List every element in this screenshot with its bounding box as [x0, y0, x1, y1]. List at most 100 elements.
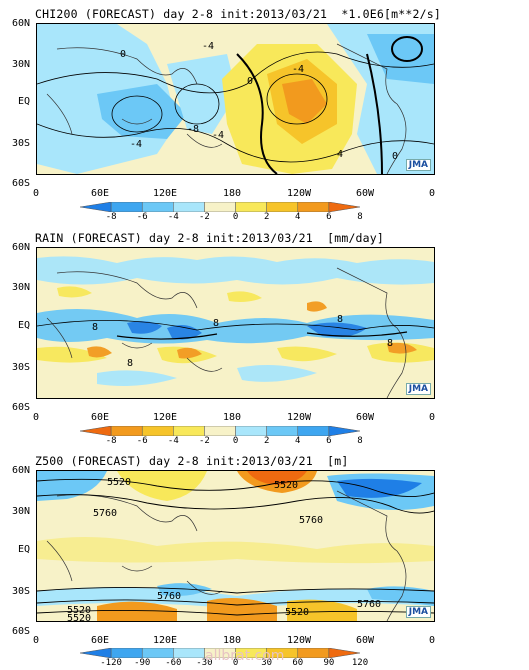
colorbar-segment [173, 648, 205, 658]
colorbar-tick-label: 60 [292, 658, 304, 668]
z500-panel: Z500 (FORECAST) day 2-8 init:2013/03/21 … [0, 447, 529, 669]
z500-neg-north-1 [37, 471, 107, 501]
xtick: 60W [355, 412, 375, 423]
colorbar-tick-label: 2 [263, 436, 270, 446]
z500-pos-south-3 [287, 599, 357, 621]
xtick: 180 [222, 188, 242, 199]
z500-neg-south-core [157, 583, 434, 606]
colorbar-segment [297, 202, 330, 212]
ytick-60s: 60S [11, 178, 30, 189]
z500-contour-2 [37, 494, 434, 514]
colorbar-segment [141, 202, 174, 212]
ytick-eq: EQ [17, 320, 30, 331]
colorbar-tick-label: 4 [295, 212, 301, 222]
chi200-clabel: -4 [130, 139, 142, 150]
xtick: 120W [286, 635, 312, 646]
chi200-contour-7 [174, 83, 220, 125]
colorbar-tick-label: 120 [351, 658, 369, 668]
ytick-60n: 60N [11, 242, 30, 253]
colorbar-segment [80, 202, 112, 212]
chi200-clabel: -4 [202, 41, 214, 52]
rain-coastline [46, 267, 407, 398]
chi200-contour-5 [266, 73, 328, 125]
ytick-60n: 60N [11, 18, 30, 29]
colorbar-tick-label: 2 [263, 212, 270, 222]
chi200-contour-1 [37, 51, 434, 94]
rain-title: RAIN (FORECAST) day 2-8 init:2013/03/21 … [35, 231, 385, 245]
colorbar-segment [235, 648, 267, 658]
colorbar-tick-label: -6 [136, 212, 148, 222]
colorbar-segment [266, 648, 299, 658]
rain-colorbar [80, 426, 360, 436]
colorbar-segment [173, 202, 205, 212]
chi200-contour-2 [37, 123, 434, 163]
xtick: 120W [286, 188, 312, 199]
colorbar-tick-label: -2 [199, 436, 210, 446]
z500-pos-north-1 [117, 471, 207, 501]
chi200-clabel: 0 [392, 151, 398, 162]
colorbar-segment [204, 202, 236, 212]
ytick-60s: 60S [11, 402, 30, 413]
z500-contour-4 [37, 599, 434, 606]
z500-pos-south-1 [97, 601, 177, 621]
z500-clabel: 5520 [67, 613, 91, 622]
chi200-contour-6 [111, 95, 163, 133]
z500-contour-5 [37, 609, 434, 616]
rain-panel: RAIN (FORECAST) day 2-8 init:2013/03/21 … [0, 224, 529, 446]
chi200-pos-region-core [282, 79, 327, 124]
xtick: 120E [152, 412, 178, 423]
z500-colorbar-ticks: -120 -90 -60 -30 0 30 60 90 120 [80, 658, 368, 670]
colorbar-segment [80, 426, 112, 436]
chi200-clabel: -4 [212, 130, 224, 141]
colorbar-tick-label: 30 [261, 658, 273, 668]
z500-clabel: 5760 [157, 591, 181, 602]
colorbar-tick-label: 0 [232, 212, 239, 222]
chi200-clabel: 4 [337, 149, 343, 160]
jma-logo: JMA [405, 606, 431, 618]
colorbar-tick-label: 0 [232, 436, 239, 446]
colorbar-segment [173, 426, 205, 436]
ytick-eq: EQ [17, 96, 30, 107]
rain-clabel: 8 [337, 314, 343, 325]
colorbar-segment [235, 426, 267, 436]
colorbar-tick-label: 8 [357, 436, 363, 446]
z500-clabel: 5520 [285, 607, 309, 618]
colorbar-tick-label: -2 [199, 212, 210, 222]
colorbar-tick-label: -90 [134, 658, 151, 668]
colorbar-tick-label: -120 [100, 658, 122, 668]
rain-clabel: 8 [213, 318, 219, 329]
chi200-neg-region-center [167, 54, 237, 134]
z500-colorbar [80, 648, 360, 658]
chi200-neg-region-core [97, 84, 187, 139]
rain-map-svg: 8 8 8 8 8 [37, 248, 434, 398]
ytick-60s: 60S [11, 626, 30, 637]
xtick: 120E [152, 635, 178, 646]
chi200-clabel: -8 [187, 124, 199, 135]
ytick-30s: 30S [11, 362, 30, 373]
colorbar-tick-label: 8 [357, 212, 363, 222]
colorbar-tick-label: -6 [136, 436, 148, 446]
chi200-contour-4 [366, 53, 383, 174]
colorbar-segment [110, 202, 143, 212]
colorbar-tick-label: -4 [167, 436, 179, 446]
chi200-coastline [46, 43, 407, 174]
xtick: 180 [222, 635, 242, 646]
chi200-clabel: 0 [247, 76, 253, 87]
xtick: 0 [428, 188, 436, 199]
colorbar-segment [328, 202, 360, 212]
colorbar-segment [110, 648, 143, 658]
colorbar-tick-label: 90 [323, 658, 335, 668]
chi200-panel: CHI200 (FORECAST) day 2-8 init:2013/03/2… [0, 0, 529, 222]
z500-clabel: 5520 [107, 477, 131, 488]
rain-contour-2 [116, 331, 408, 340]
z500-map-svg: 5520 5520 5760 5760 5760 5520 5520 5520 … [37, 471, 434, 622]
ytick-60n: 60N [11, 465, 30, 476]
colorbar-segment [297, 426, 330, 436]
ytick-eq: EQ [17, 544, 30, 555]
chi200-map-svg: -4 0 -4 -8 0 -4 4 0 -4 [37, 24, 434, 174]
z500-neg-north-core [337, 478, 422, 498]
jma-logo: JMA [405, 383, 431, 395]
xtick: 0 [32, 412, 40, 423]
z500-contour-3 [37, 587, 434, 594]
colorbar-tick-label: 6 [326, 212, 332, 222]
